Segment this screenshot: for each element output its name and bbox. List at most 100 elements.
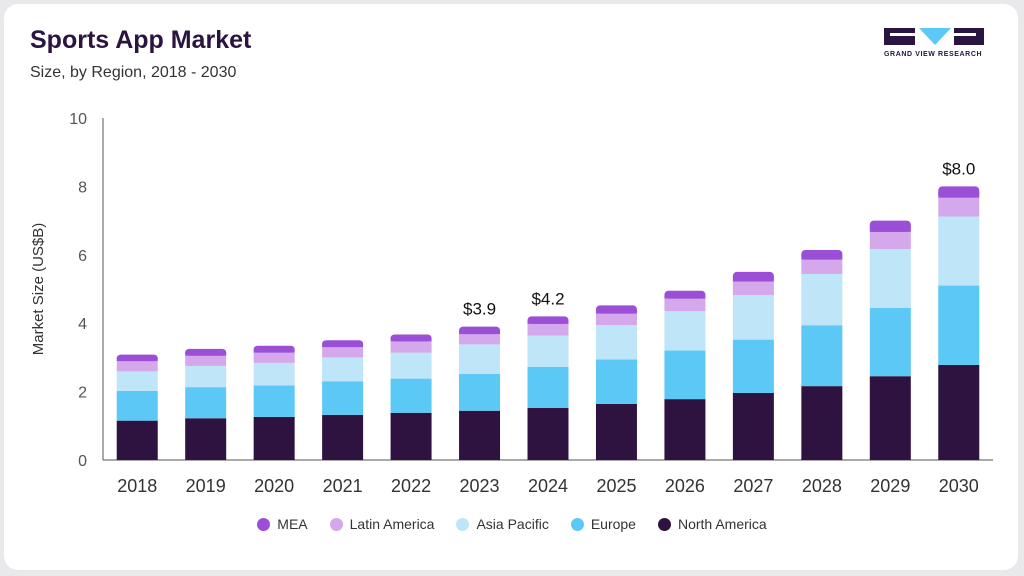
- bar-segment-asia-pacific: [116, 371, 158, 391]
- bar-segment-asia-pacific: [664, 311, 706, 351]
- bar-segment-latin-america: [595, 313, 637, 326]
- bar-segment-asia-pacific: [595, 325, 637, 360]
- x-tick-label: 2024: [528, 476, 568, 496]
- legend-label: Europe: [590, 516, 636, 532]
- bar-segment-north-america: [664, 399, 706, 460]
- bar-segment-mea-base: [732, 276, 774, 282]
- legend-label: North America: [677, 516, 767, 532]
- bar-segment-europe: [527, 366, 569, 409]
- legend-item-europe: Europe: [570, 516, 636, 532]
- bar-segment-mea-base: [595, 309, 637, 314]
- legend-item-latin-america: Latin America: [329, 516, 435, 532]
- x-tick-label: 2023: [460, 476, 500, 496]
- x-tick-label: 2019: [186, 476, 226, 496]
- bar-segment-mea-base: [390, 337, 432, 342]
- bar-segment-mea-base: [869, 226, 911, 232]
- bar-segment-mea-base: [253, 349, 295, 353]
- legend-item-asia-pacific: Asia Pacific: [456, 516, 549, 532]
- legend-swatch: [570, 517, 584, 531]
- y-tick-label: 10: [69, 111, 87, 128]
- bar-segment-europe: [459, 373, 501, 411]
- bar-segment-mea-base: [664, 294, 706, 299]
- bar-segment-north-america: [801, 386, 843, 460]
- bar-segment-latin-america: [801, 259, 843, 274]
- bar-segment-europe: [116, 390, 158, 421]
- bar-segment-europe: [869, 307, 911, 377]
- bar-segment-europe: [938, 285, 980, 365]
- y-tick-label: 2: [78, 385, 87, 402]
- grand-view-research-logo-icon: [884, 28, 984, 45]
- bar-segment-north-america: [527, 408, 569, 460]
- bar-segment-mea-base: [116, 357, 158, 362]
- bar-segment-latin-america: [116, 361, 158, 372]
- bar-segment-europe: [801, 325, 843, 387]
- x-tick-label: 2027: [733, 476, 773, 496]
- bar-segment-asia-pacific: [869, 248, 911, 308]
- bar-segment-north-america: [322, 414, 364, 460]
- x-tick-label: 2026: [665, 476, 705, 496]
- bar-segment-latin-america: [253, 352, 295, 363]
- bar-segment-europe: [322, 381, 364, 415]
- y-tick-label: 4: [78, 316, 87, 333]
- bar-segment-mea-base: [459, 330, 501, 335]
- bar-segment-north-america: [595, 403, 637, 460]
- bar-segment-asia-pacific: [185, 365, 227, 388]
- x-tick-label: 2028: [802, 476, 842, 496]
- bar-segment-europe: [390, 378, 432, 413]
- bar-segment-asia-pacific: [938, 216, 980, 286]
- bar-segment-europe: [595, 359, 637, 404]
- bar-segment-asia-pacific: [801, 273, 843, 326]
- legend-item-north-america: North America: [657, 516, 767, 532]
- x-tick-label: 2029: [870, 476, 910, 496]
- chart-legend: MEA Latin America Asia Pacific Europe North …: [0, 516, 1024, 532]
- bar-segment-mea-base: [322, 343, 364, 348]
- x-tick-label: 2022: [391, 476, 431, 496]
- total-data-label: $8.0: [942, 159, 975, 178]
- bar-segment-mea-base: [527, 320, 569, 324]
- x-tick-label: 2018: [117, 476, 157, 496]
- logo-text: GRAND VIEW RESEARCH: [884, 51, 983, 58]
- bar-segment-asia-pacific: [459, 344, 501, 374]
- x-tick-label: 2021: [323, 476, 363, 496]
- legend-label: Latin America: [349, 516, 435, 532]
- bar-segment-latin-america: [390, 341, 432, 353]
- bar-segment-north-america: [390, 412, 432, 460]
- bar-segment-north-america: [185, 418, 227, 460]
- legend-label: MEA: [277, 516, 308, 532]
- bar-segment-latin-america: [869, 231, 911, 249]
- chart-title: Sports App Market: [30, 26, 252, 54]
- bar-segment-mea-base: [938, 192, 980, 198]
- bar-segment-europe: [732, 339, 774, 393]
- bar-segment-north-america: [938, 364, 980, 460]
- legend-swatch: [257, 517, 271, 531]
- bar-segment-asia-pacific: [527, 335, 569, 367]
- total-data-label: $3.9: [463, 300, 496, 319]
- bar-segment-north-america: [732, 392, 774, 460]
- x-tick-label: 2020: [254, 476, 294, 496]
- y-axis-label: Market Size (US$B): [30, 223, 47, 356]
- y-tick-label: 6: [78, 248, 87, 265]
- y-tick-label: 8: [78, 179, 87, 196]
- bar-segment-latin-america: [938, 197, 980, 217]
- total-data-label: $4.2: [531, 289, 564, 308]
- bar-segment-latin-america: [459, 334, 501, 345]
- legend-label: Asia Pacific: [476, 516, 549, 532]
- legend-item-mea: MEA: [257, 516, 308, 532]
- x-tick-label: 2030: [939, 476, 979, 496]
- legend-swatch: [657, 517, 671, 531]
- bar-segment-europe: [185, 387, 227, 419]
- bar-segment-latin-america: [527, 323, 569, 336]
- bar-segment-latin-america: [732, 281, 774, 296]
- legend-swatch: [329, 517, 343, 531]
- y-tick-label: 0: [78, 453, 87, 470]
- legend-swatch: [456, 517, 470, 531]
- bar-segment-north-america: [253, 416, 295, 460]
- x-tick-label: 2025: [596, 476, 636, 496]
- bar-segment-latin-america: [185, 355, 227, 366]
- bar-segment-north-america: [116, 420, 158, 460]
- bar-segment-north-america: [869, 376, 911, 460]
- chart-subtitle: Size, by Region, 2018 - 2030: [30, 64, 237, 81]
- bar-segment-mea-base: [185, 352, 227, 356]
- bar-segment-latin-america: [322, 347, 364, 358]
